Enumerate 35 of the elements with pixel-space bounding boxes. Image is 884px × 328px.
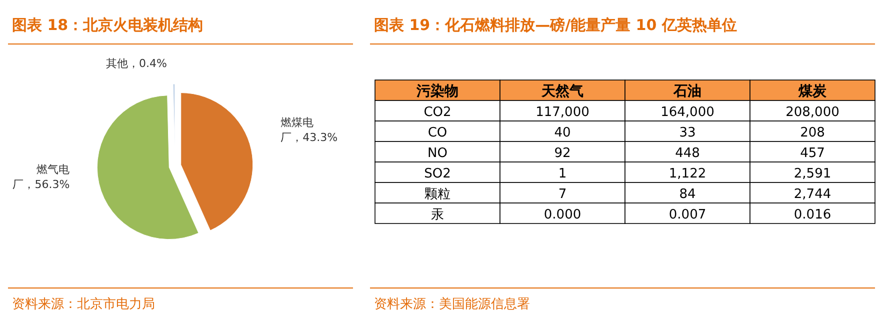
cell: CO2 bbox=[424, 104, 452, 120]
cell: 汞 bbox=[431, 207, 444, 222]
cell: 0.016 bbox=[794, 207, 832, 222]
cell: 208,000 bbox=[786, 104, 840, 120]
cell: 0.000 bbox=[544, 207, 582, 222]
cell: 煤炭 bbox=[798, 83, 826, 100]
label: 燃煤电厂，43.3% bbox=[280, 115, 339, 146]
text: 资料来源：美国能源信息署 bbox=[374, 296, 530, 312]
cell: 117,000 bbox=[536, 104, 590, 120]
cell: 457 bbox=[800, 146, 825, 161]
cell: 40 bbox=[554, 125, 571, 140]
cell: 0.007 bbox=[668, 207, 706, 222]
cell: 2,744 bbox=[794, 186, 832, 202]
cell: 石油 bbox=[674, 83, 702, 100]
cell: 7 bbox=[558, 186, 567, 202]
cell: 208 bbox=[800, 125, 825, 140]
title: 图表 18：北京火电装机结构 bbox=[12, 16, 204, 34]
cell: 448 bbox=[675, 146, 700, 161]
cell: 颗粒 bbox=[424, 186, 450, 202]
cell: 天然气 bbox=[542, 83, 584, 100]
cell: 33 bbox=[679, 125, 696, 140]
cell: CO bbox=[428, 125, 448, 140]
label: 燃气电厂，56.3% bbox=[12, 162, 70, 192]
cell: 2,591 bbox=[794, 166, 832, 182]
cell: 92 bbox=[554, 146, 571, 161]
cell: 84 bbox=[679, 186, 696, 202]
cell: SO2 bbox=[424, 166, 451, 182]
cell: 1,122 bbox=[668, 166, 706, 182]
cell: 污染物 bbox=[416, 83, 458, 100]
cell: 164,000 bbox=[660, 104, 714, 120]
cell: 1 bbox=[558, 166, 567, 182]
text: 资料来源：北京市电力局 bbox=[12, 297, 155, 312]
cell: NO bbox=[428, 146, 448, 161]
title: 图表 19：化石燃料排放—磅/能量产量 10 亿英热单位 bbox=[374, 16, 737, 34]
label: 其他，0.4% bbox=[105, 56, 167, 71]
